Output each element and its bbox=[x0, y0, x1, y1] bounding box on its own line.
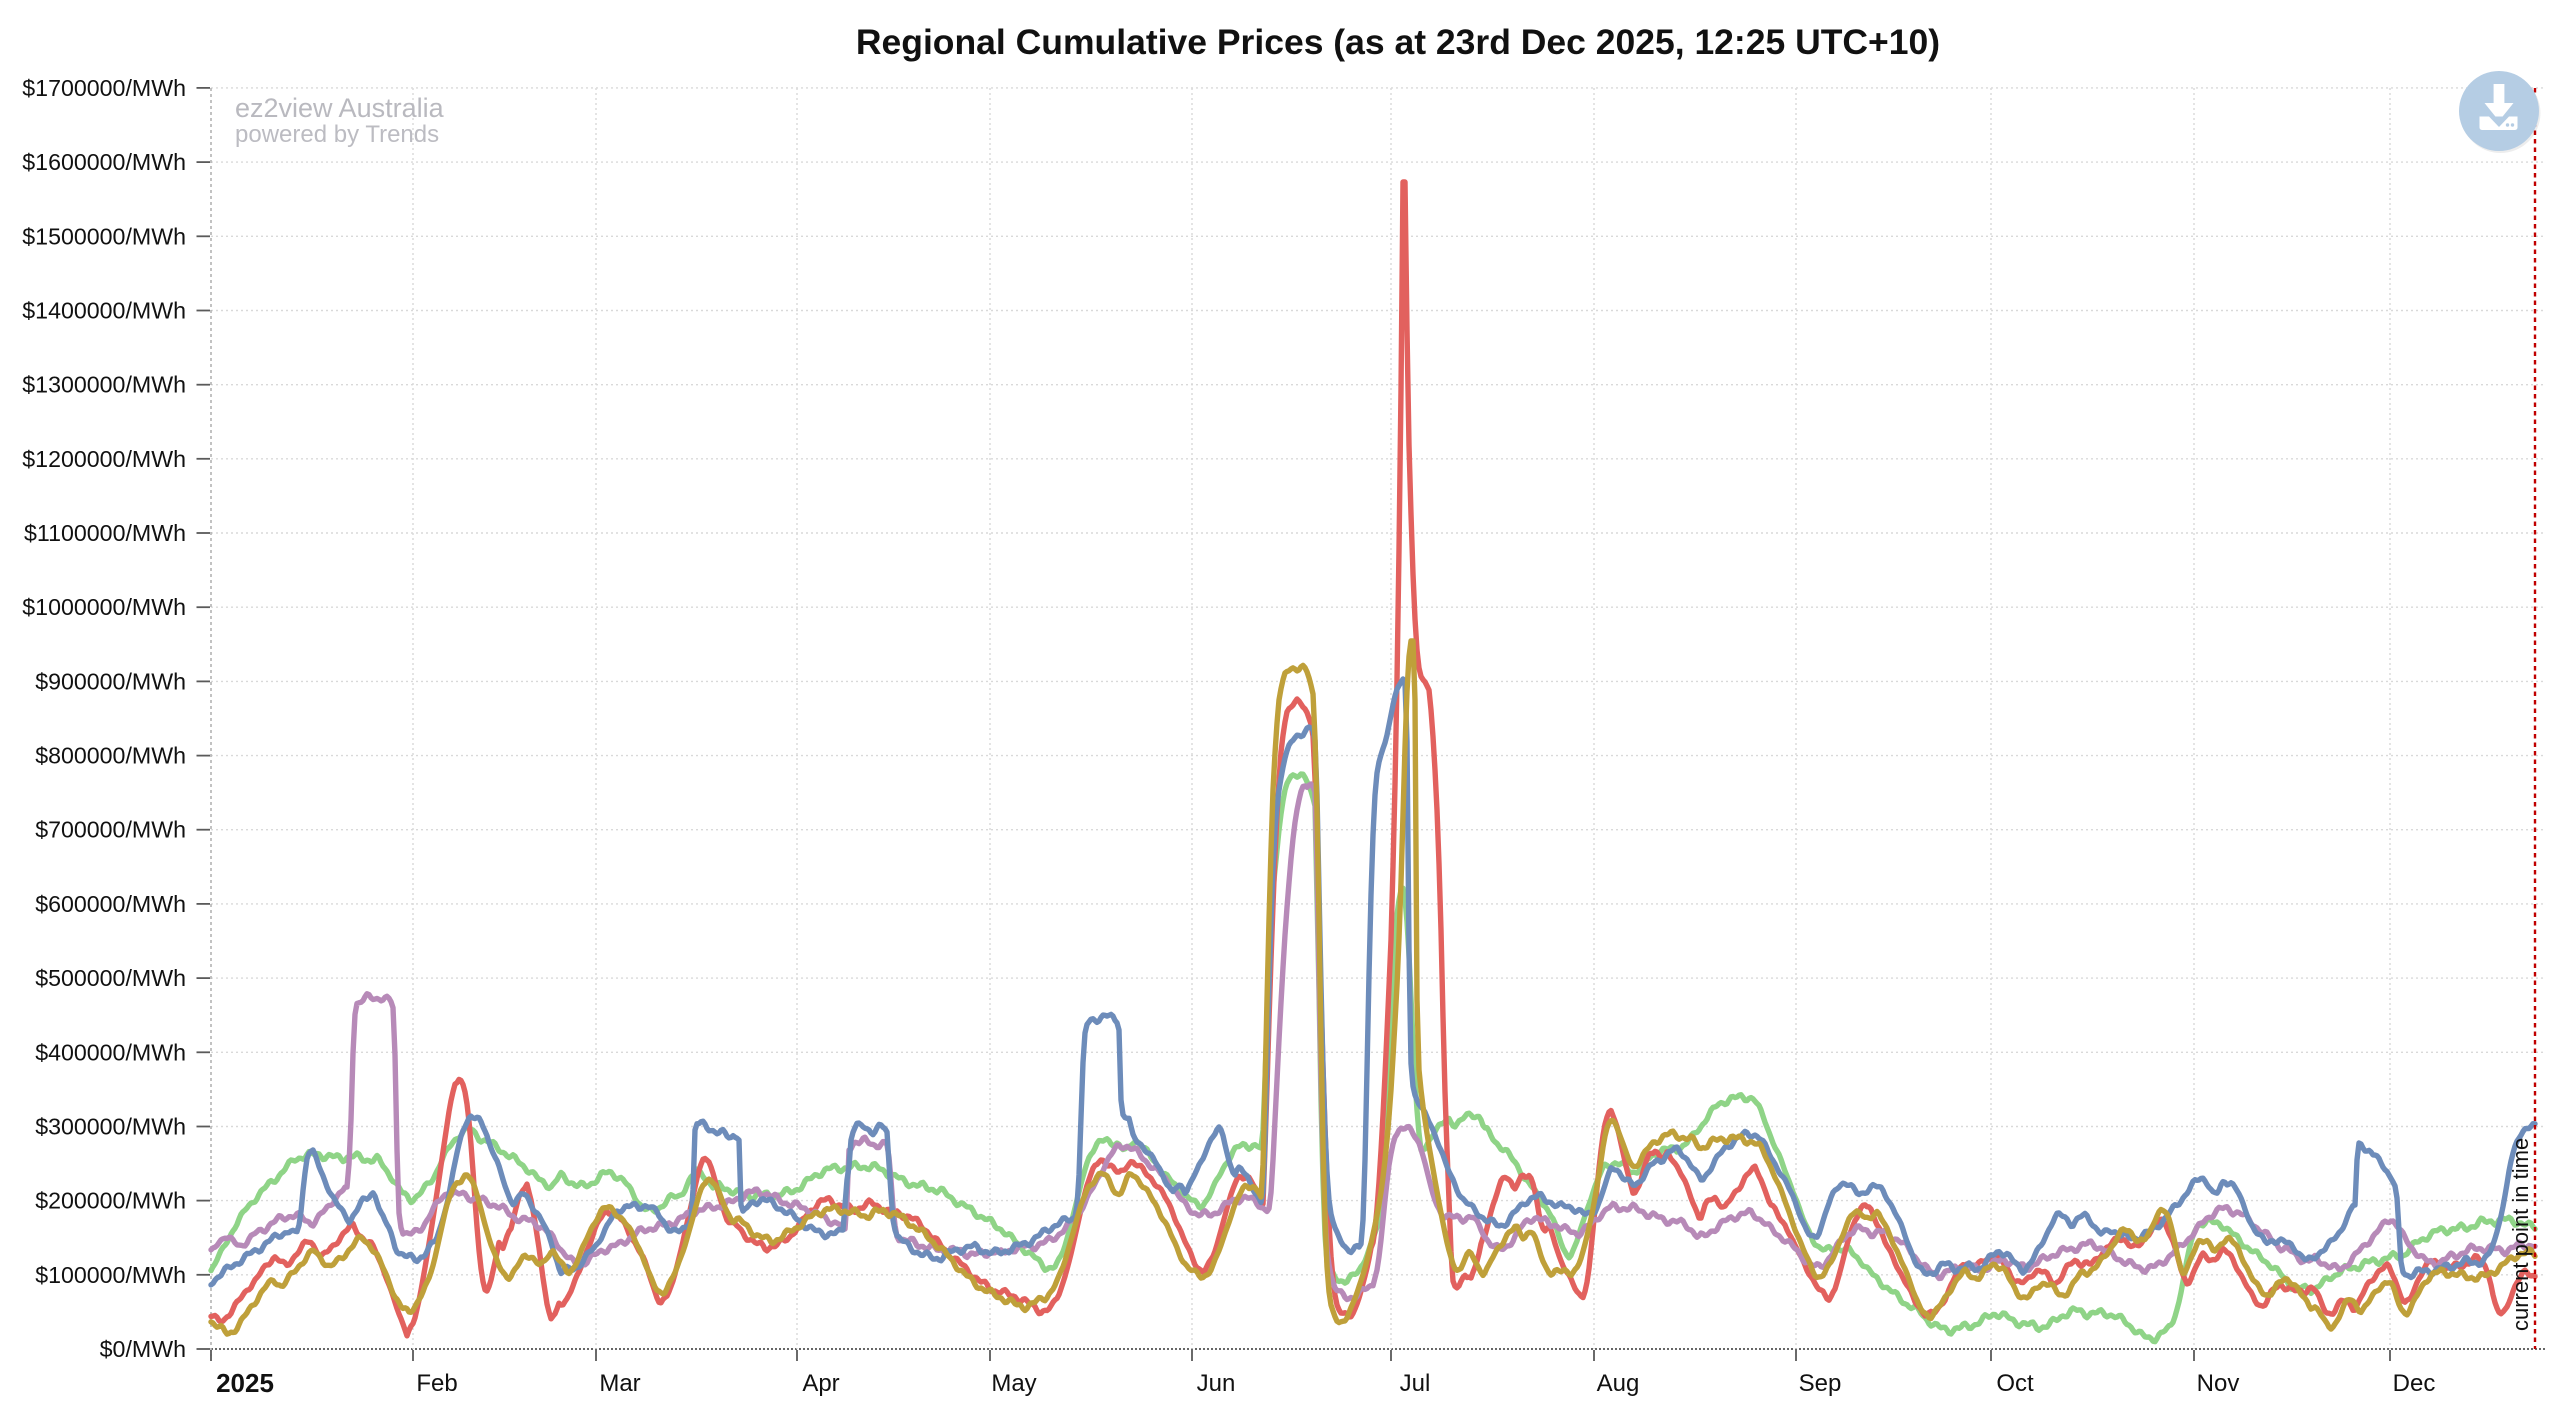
svg-text:$0/MWh: $0/MWh bbox=[100, 1336, 186, 1362]
svg-text:$600000/MWh: $600000/MWh bbox=[35, 891, 186, 917]
svg-text:Mar: Mar bbox=[599, 1370, 640, 1397]
svg-text:$1400000/MWh: $1400000/MWh bbox=[22, 298, 186, 324]
svg-text:$800000/MWh: $800000/MWh bbox=[35, 743, 186, 769]
svg-text:Nov: Nov bbox=[2197, 1370, 2240, 1397]
svg-text:$900000/MWh: $900000/MWh bbox=[35, 668, 186, 694]
svg-text:$500000/MWh: $500000/MWh bbox=[35, 965, 186, 991]
svg-text:ez2view Australia: ez2view Australia bbox=[235, 93, 445, 123]
svg-text:Dec: Dec bbox=[2393, 1370, 2436, 1397]
svg-text:$1200000/MWh: $1200000/MWh bbox=[22, 446, 186, 472]
svg-text:$1700000/MWh: $1700000/MWh bbox=[22, 75, 186, 101]
svg-text:Feb: Feb bbox=[416, 1370, 457, 1397]
svg-text:Sep: Sep bbox=[1799, 1370, 1842, 1397]
svg-text:Aug: Aug bbox=[1597, 1370, 1640, 1397]
svg-text:$1300000/MWh: $1300000/MWh bbox=[22, 372, 186, 398]
svg-text:Regional Cumulative Prices (as: Regional Cumulative Prices (as at 23rd D… bbox=[856, 22, 1940, 62]
svg-text:Oct: Oct bbox=[1996, 1370, 2034, 1397]
svg-text:Jul: Jul bbox=[1400, 1370, 1431, 1397]
svg-text:May: May bbox=[991, 1370, 1036, 1397]
svg-text:$300000/MWh: $300000/MWh bbox=[35, 1114, 186, 1140]
svg-text:current point in time: current point in time bbox=[2508, 1138, 2533, 1331]
svg-text:$1500000/MWh: $1500000/MWh bbox=[22, 223, 186, 249]
svg-text:$200000/MWh: $200000/MWh bbox=[35, 1188, 186, 1214]
svg-text:Apr: Apr bbox=[802, 1370, 839, 1397]
svg-text:$700000/MWh: $700000/MWh bbox=[35, 817, 186, 843]
svg-text:$1600000/MWh: $1600000/MWh bbox=[22, 149, 186, 175]
svg-text:$1000000/MWh: $1000000/MWh bbox=[22, 594, 186, 620]
svg-text:$1100000/MWh: $1100000/MWh bbox=[24, 520, 186, 546]
svg-text:Jun: Jun bbox=[1197, 1370, 1236, 1397]
svg-text:$400000/MWh: $400000/MWh bbox=[35, 1039, 186, 1065]
svg-text:powered by Trends: powered by Trends bbox=[235, 121, 439, 148]
svg-text:$100000/MWh: $100000/MWh bbox=[35, 1262, 186, 1288]
svg-text:2025: 2025 bbox=[216, 1368, 274, 1398]
